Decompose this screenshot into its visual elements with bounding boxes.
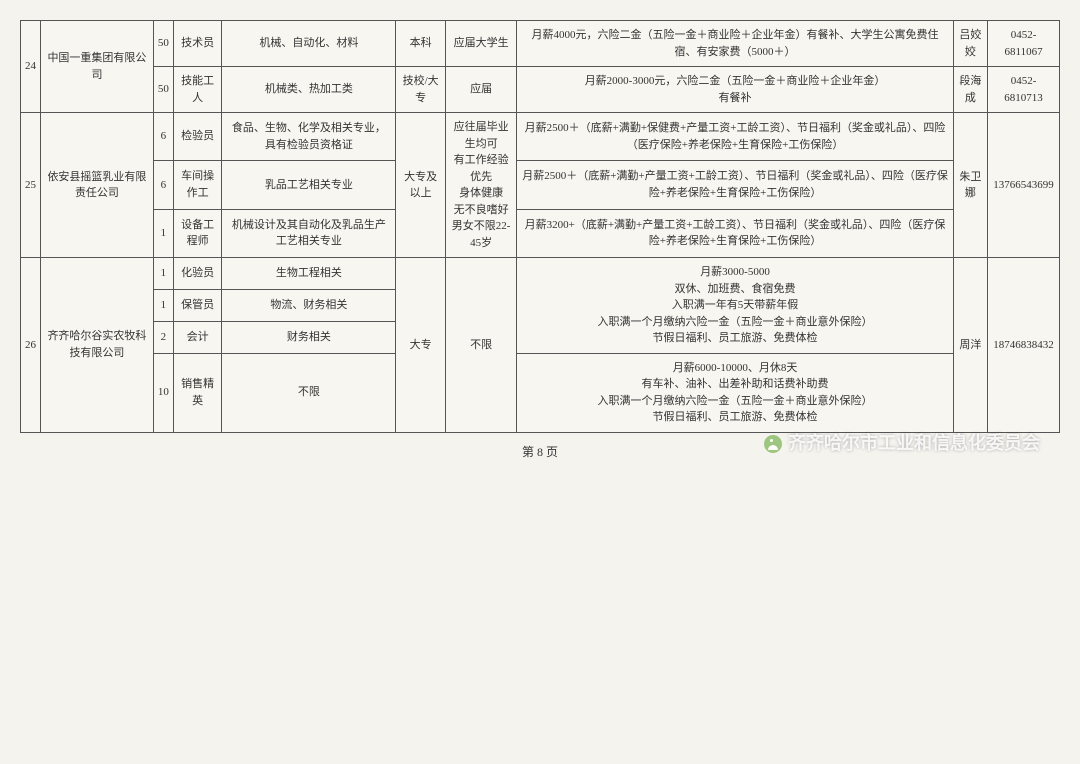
contact: 段海成 (953, 67, 987, 113)
watermark: 齐齐哈尔市工业和信息化委员会 (764, 429, 1040, 455)
position: 车间操作工 (173, 161, 222, 209)
table-row: 26 齐齐哈尔谷实农牧科技有限公司 1 化验员 生物工程相关 大专 不限 月薪3… (21, 258, 1060, 290)
quantity: 10 (153, 353, 173, 432)
major: 机械设计及其自动化及乳品生产工艺相关专业 (222, 209, 396, 257)
requirement: 应往届毕业生均可 有工作经验优先 身体健康 无不良嗜好 男女不限22-45岁 (445, 113, 516, 258)
position: 会计 (173, 321, 222, 353)
position: 销售精英 (173, 353, 222, 432)
position: 设备工程师 (173, 209, 222, 257)
education: 技校/大专 (396, 67, 446, 113)
major: 食品、生物、化学及相关专业，具有检验员资格证 (222, 113, 396, 161)
education: 大专及以上 (396, 113, 446, 258)
quantity: 1 (153, 289, 173, 321)
benefit: 月薪4000元，六险二金（五险一金＋商业险＋企业年金）有餐补、大学生公寓免费住宿… (517, 21, 954, 67)
quantity: 2 (153, 321, 173, 353)
telephone: 0452-6811067 (988, 21, 1060, 67)
requirement: 应届大学生 (445, 21, 516, 67)
education: 大专 (396, 258, 446, 433)
table-row: 24 中国一重集团有限公司 50 技术员 机械、自动化、材料 本科 应届大学生 … (21, 21, 1060, 67)
benefit: 月薪6000-10000、月休8天 有车补、油补、出差补助和话费补助费 入职满一… (517, 353, 954, 432)
table-row: 10 销售精英 不限 月薪6000-10000、月休8天 有车补、油补、出差补助… (21, 353, 1060, 432)
benefit: 月薪2500＋（底薪+满勤+保健费+产量工资+工龄工资）、节日福利（奖金或礼品）… (517, 113, 954, 161)
telephone: 18746838432 (988, 258, 1060, 433)
quantity: 50 (153, 21, 173, 67)
quantity: 1 (153, 209, 173, 257)
page-number: 第 8 页 (522, 445, 558, 459)
quantity: 6 (153, 113, 173, 161)
position: 化验员 (173, 258, 222, 290)
row-number: 26 (21, 258, 41, 433)
education: 本科 (396, 21, 446, 67)
row-number: 25 (21, 113, 41, 258)
major: 机械、自动化、材料 (222, 21, 396, 67)
contact: 朱卫娜 (953, 113, 987, 258)
position: 检验员 (173, 113, 222, 161)
table-row: 25 依安县摇篮乳业有限责任公司 6 检验员 食品、生物、化学及相关专业，具有检… (21, 113, 1060, 161)
benefit: 月薪2000-3000元，六险二金（五险一金＋商业险＋企业年金） 有餐补 (517, 67, 954, 113)
contact: 周洋 (953, 258, 987, 433)
table-row: 50 技能工人 机械类、热加工类 技校/大专 应届 月薪2000-3000元，六… (21, 67, 1060, 113)
major: 生物工程相关 (222, 258, 396, 290)
quantity: 6 (153, 161, 173, 209)
page-footer: 第 8 页 齐齐哈尔市工业和信息化委员会 (20, 443, 1060, 460)
company: 中国一重集团有限公司 (41, 21, 154, 113)
requirement: 应届 (445, 67, 516, 113)
wechat-icon (764, 435, 782, 453)
position: 保管员 (173, 289, 222, 321)
quantity: 1 (153, 258, 173, 290)
major: 乳品工艺相关专业 (222, 161, 396, 209)
row-number: 24 (21, 21, 41, 113)
benefit: 月薪2500＋（底薪+满勤+产量工资+工龄工资）、节日福利（奖金或礼品）、四险（… (517, 161, 954, 209)
requirement: 不限 (445, 258, 516, 433)
position: 技术员 (173, 21, 222, 67)
major: 机械类、热加工类 (222, 67, 396, 113)
table-row: 1 设备工程师 机械设计及其自动化及乳品生产工艺相关专业 月薪3200+（底薪+… (21, 209, 1060, 257)
major: 物流、财务相关 (222, 289, 396, 321)
recruitment-table: 24 中国一重集团有限公司 50 技术员 机械、自动化、材料 本科 应届大学生 … (20, 20, 1060, 433)
contact: 吕姣姣 (953, 21, 987, 67)
company: 齐齐哈尔谷实农牧科技有限公司 (41, 258, 154, 433)
telephone: 13766543699 (988, 113, 1060, 258)
quantity: 50 (153, 67, 173, 113)
position: 技能工人 (173, 67, 222, 113)
major: 不限 (222, 353, 396, 432)
company: 依安县摇篮乳业有限责任公司 (41, 113, 154, 258)
benefit: 月薪3000-5000 双休、加班费、食宿免费 入职满一年有5天带薪年假 入职满… (517, 258, 954, 354)
benefit: 月薪3200+（底薪+满勤+产量工资+工龄工资）、节日福利（奖金或礼品）、四险（… (517, 209, 954, 257)
major: 财务相关 (222, 321, 396, 353)
telephone: 0452-6810713 (988, 67, 1060, 113)
table-row: 6 车间操作工 乳品工艺相关专业 月薪2500＋（底薪+满勤+产量工资+工龄工资… (21, 161, 1060, 209)
